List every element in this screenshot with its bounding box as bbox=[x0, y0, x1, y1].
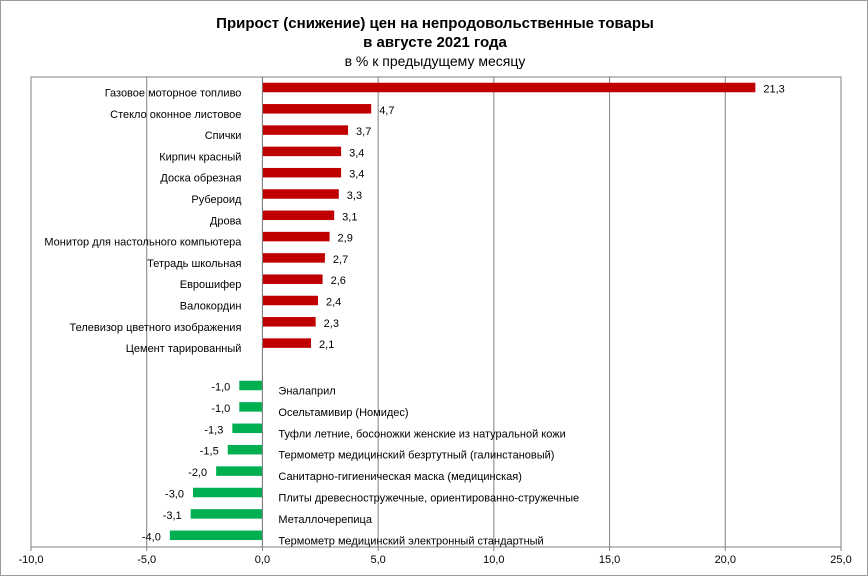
bar-decrease bbox=[239, 380, 263, 391]
category-label: Валокордин bbox=[180, 301, 242, 313]
x-tick-label: 5,0 bbox=[370, 554, 385, 566]
category-label: Доска обрезная bbox=[160, 173, 241, 185]
category-label: Монитор для настольного компьютера bbox=[44, 237, 242, 249]
category-label: Металлочерепица bbox=[278, 514, 372, 526]
bar-decrease bbox=[190, 509, 263, 519]
x-tick-label: -5,0 bbox=[137, 554, 156, 566]
bar-increase bbox=[262, 317, 316, 327]
chart-subtitle: в % к предыдущему месяцу bbox=[344, 53, 526, 69]
data-label: 2,9 bbox=[338, 233, 353, 245]
data-label: -1,3 bbox=[204, 424, 223, 436]
category-label: Эналаприл bbox=[278, 386, 335, 398]
bar-increase bbox=[262, 231, 330, 242]
category-label: Санитарно-гигиеническая маска (медицинск… bbox=[278, 471, 521, 483]
data-label: 2,7 bbox=[333, 254, 348, 266]
x-tick-label: 10,0 bbox=[483, 554, 504, 566]
data-label: -1,0 bbox=[211, 403, 230, 415]
bar-decrease bbox=[232, 423, 263, 434]
data-label: -3,1 bbox=[163, 510, 182, 522]
data-label: 21,3 bbox=[763, 84, 784, 96]
data-label: -2,0 bbox=[188, 467, 207, 479]
data-label: 3,4 bbox=[349, 169, 364, 181]
category-label: Телевизор цветного изображения bbox=[70, 322, 242, 334]
category-label: Кирпич красный bbox=[159, 151, 241, 163]
bar-increase bbox=[262, 167, 342, 178]
bar-decrease bbox=[169, 530, 263, 541]
data-label: 3,4 bbox=[349, 147, 364, 159]
bar-increase bbox=[262, 274, 323, 284]
bar-increase bbox=[262, 210, 335, 221]
bar-decrease bbox=[227, 444, 263, 455]
data-label: 3,3 bbox=[347, 190, 362, 202]
bar-decrease bbox=[239, 402, 263, 412]
category-label: Цемент тарированный bbox=[126, 343, 242, 355]
category-label: Термометр медицинский безртутный (галинс… bbox=[278, 450, 554, 462]
data-label: 4,7 bbox=[379, 105, 394, 117]
bar-increase bbox=[262, 253, 325, 263]
x-tick-label: -10,0 bbox=[18, 554, 43, 566]
category-label: Стекло оконное листовое bbox=[110, 109, 241, 121]
x-tick-label: 15,0 bbox=[599, 554, 620, 566]
category-label: Плиты древесностружечные, ориентированно… bbox=[278, 493, 579, 505]
data-label: 2,1 bbox=[319, 339, 334, 351]
data-label: 2,3 bbox=[324, 318, 339, 330]
category-label: Туфли летние, босоножки женские из натур… bbox=[278, 428, 565, 440]
bar-increase bbox=[262, 125, 349, 135]
chart-title: Прирост (снижение) цен на непродовольств… bbox=[216, 15, 654, 32]
x-tick-label: 25,0 bbox=[830, 554, 851, 566]
category-label: Дрова bbox=[210, 215, 242, 227]
data-label: 3,1 bbox=[342, 211, 357, 223]
bar-increase bbox=[262, 146, 342, 157]
category-label: Газовое моторное топливо bbox=[105, 88, 242, 100]
bar-increase bbox=[262, 295, 318, 306]
chart-title-line2: в августе 2021 года bbox=[363, 34, 507, 51]
data-label: -3,0 bbox=[165, 489, 184, 501]
data-label: -1,5 bbox=[200, 446, 219, 458]
category-label: Тетрадь школьная bbox=[147, 258, 241, 270]
category-label: Рубероид bbox=[191, 194, 242, 206]
category-label: Термометр медицинский электронный станда… bbox=[278, 535, 543, 547]
x-tick-label: 20,0 bbox=[715, 554, 736, 566]
bar-increase bbox=[262, 82, 756, 93]
bar-decrease bbox=[193, 487, 263, 498]
data-label: 2,4 bbox=[326, 297, 341, 309]
data-label: -4,0 bbox=[142, 531, 161, 543]
category-label: Осельтамивир (Номидес) bbox=[278, 407, 408, 419]
data-label: -1,0 bbox=[211, 382, 230, 394]
bar-increase bbox=[262, 104, 372, 114]
bar-increase bbox=[262, 189, 339, 199]
data-label: 3,7 bbox=[356, 126, 371, 138]
chart-title-block: Прирост (снижение) цен на непродовольств… bbox=[1, 14, 868, 70]
plot-area bbox=[30, 76, 842, 548]
bar-increase bbox=[262, 338, 312, 348]
bar-decrease bbox=[216, 466, 263, 476]
data-label: 2,6 bbox=[331, 275, 346, 287]
category-label: Еврошифер bbox=[180, 279, 242, 291]
x-tick-label: 0,0 bbox=[255, 554, 270, 566]
category-label: Спички bbox=[205, 130, 242, 142]
